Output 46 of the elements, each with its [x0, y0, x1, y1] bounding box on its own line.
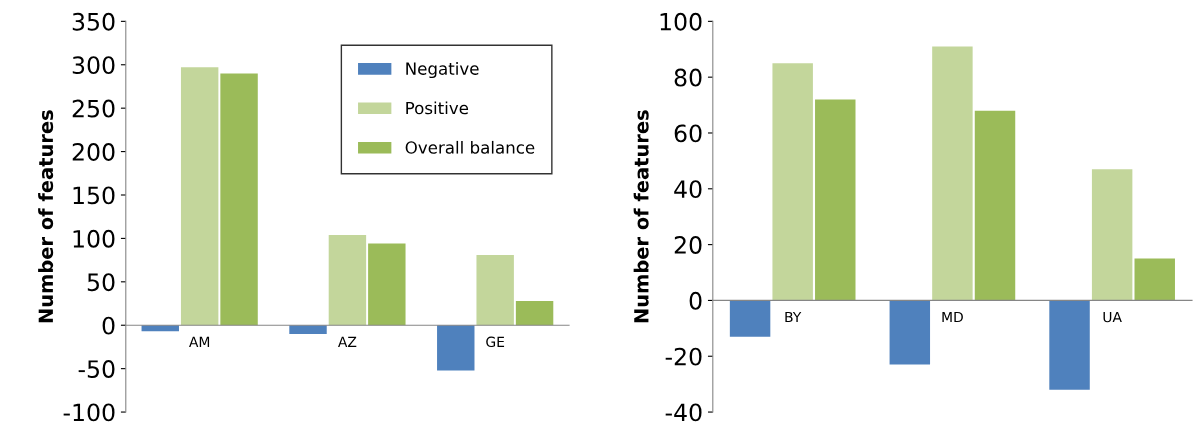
y-tick-label: 200	[72, 143, 115, 161]
bar	[515, 300, 554, 326]
y-tick-label: 250	[72, 99, 115, 118]
x-tick-label: AM	[189, 336, 210, 347]
bar	[476, 254, 514, 326]
y-tick-label: -100	[63, 403, 115, 422]
y-tick-label: -40	[665, 403, 702, 422]
bar	[932, 46, 973, 301]
x-tick-label: AZ	[338, 336, 357, 347]
y-tick-label: 0	[689, 291, 702, 310]
x-tick-label: MD	[942, 311, 963, 323]
bar	[220, 73, 258, 326]
legend-label: Positive	[406, 101, 469, 115]
legend-label: Overall balance	[405, 140, 535, 154]
x-tick-label: GE	[486, 336, 505, 348]
bar	[437, 325, 475, 371]
legend-label: Negative	[406, 61, 479, 79]
bar	[289, 325, 327, 334]
bar	[729, 300, 771, 337]
y-tick-label: 60	[674, 124, 702, 143]
y-axis-title: Number of features	[633, 110, 649, 323]
y-tick-label: 100	[660, 12, 702, 31]
y-tick-label: 20	[674, 236, 702, 254]
bar	[328, 234, 367, 326]
y-tick-label: 0	[102, 316, 115, 335]
bar	[1091, 169, 1133, 301]
bar	[1049, 300, 1090, 390]
bar	[772, 63, 813, 301]
bar	[1134, 258, 1175, 301]
x-tick-label: UA	[1103, 311, 1122, 323]
bar	[368, 243, 406, 326]
bar	[180, 67, 219, 326]
x-tick-label: BY	[785, 311, 802, 323]
y-tick-label: 350	[72, 12, 115, 31]
bar	[974, 110, 1016, 301]
y-tick-label: 300	[72, 56, 115, 75]
y-tick-label: -20	[665, 347, 702, 366]
y-tick-label: -50	[78, 360, 115, 378]
y-tick-label: 40	[674, 180, 702, 199]
bar	[889, 300, 931, 365]
y-tick-label: 150	[73, 186, 115, 205]
y-tick-label: 50	[87, 273, 115, 292]
y-tick-label: 80	[674, 68, 702, 87]
y-tick-label: 100	[73, 229, 115, 248]
bar	[815, 99, 856, 301]
y-axis-title: Number of features	[38, 110, 54, 323]
